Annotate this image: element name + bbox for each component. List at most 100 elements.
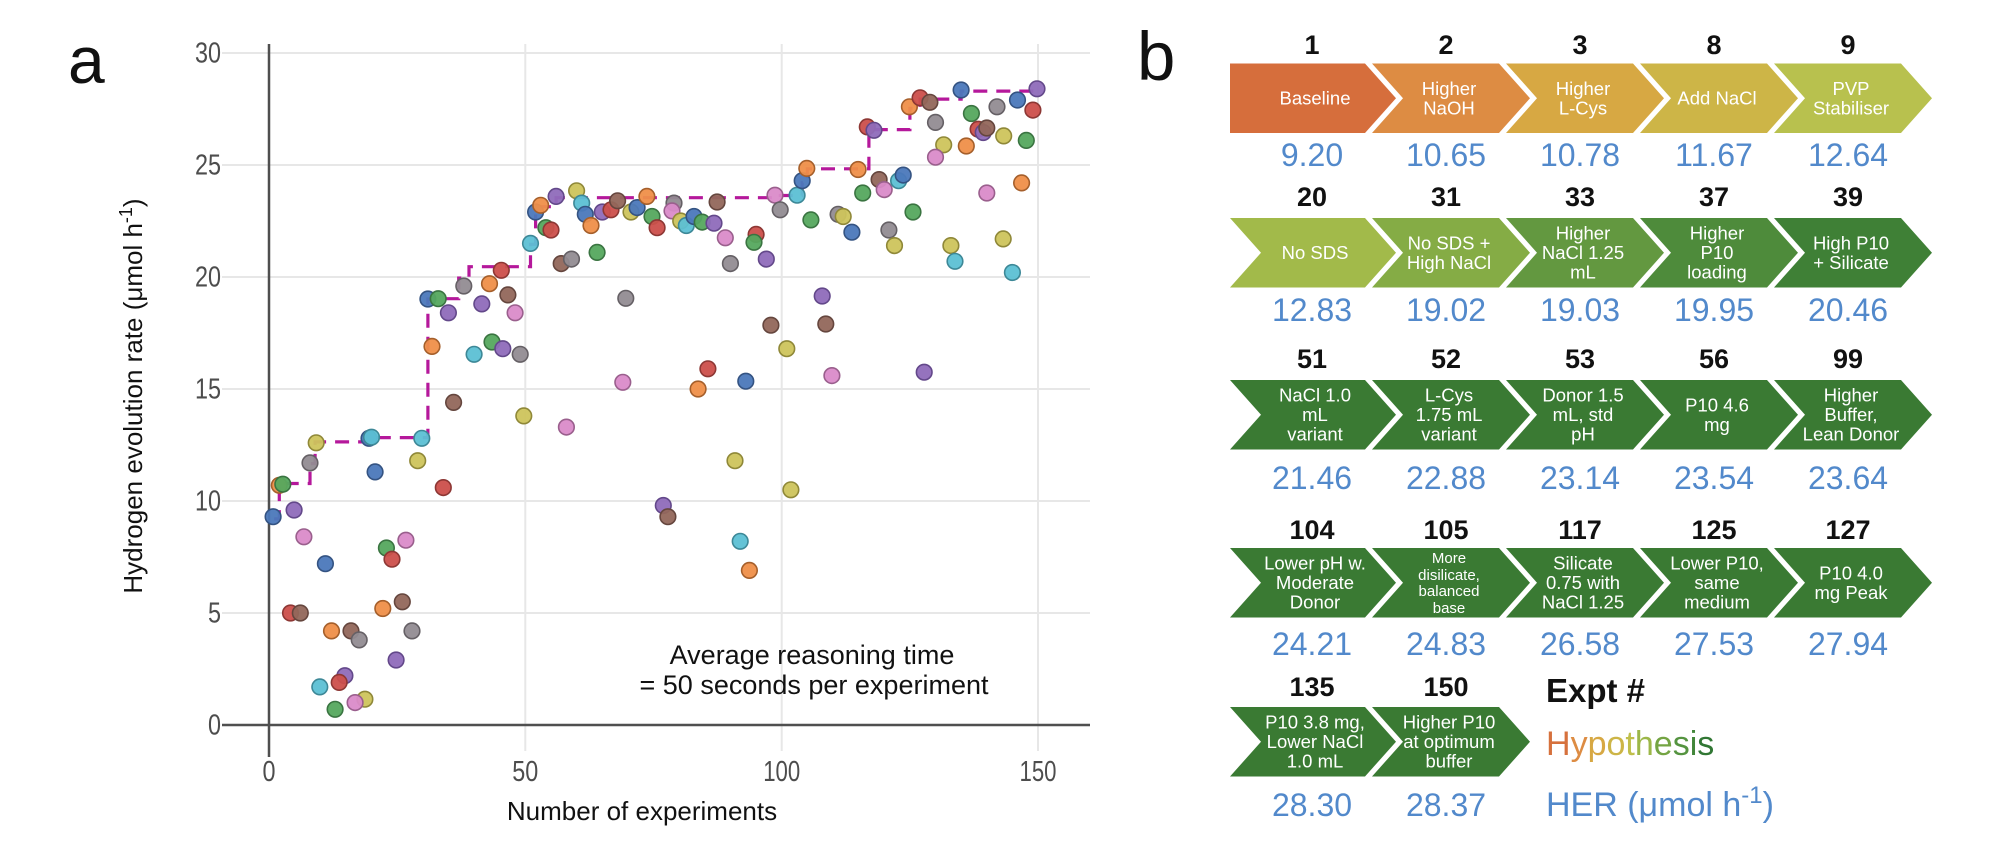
svg-text:11.67: 11.67 xyxy=(1675,137,1753,173)
svg-text:Higher: Higher xyxy=(1690,223,1745,244)
svg-text:Add NaCl: Add NaCl xyxy=(1677,88,1756,109)
svg-text:25: 25 xyxy=(195,150,221,182)
svg-text:= 50 seconds per experiment: = 50 seconds per experiment xyxy=(640,670,989,700)
svg-text:20: 20 xyxy=(195,262,221,294)
svg-text:105: 105 xyxy=(1423,515,1468,545)
svg-text:variant: variant xyxy=(1287,424,1343,445)
svg-text:loading: loading xyxy=(1687,262,1747,283)
svg-text:2: 2 xyxy=(1438,30,1453,60)
svg-text:Hydrogen evolution rate (μmol: Hydrogen evolution rate (μmol h-1) xyxy=(116,198,148,593)
svg-text:125: 125 xyxy=(1691,515,1736,545)
svg-text:127: 127 xyxy=(1825,515,1870,545)
svg-text:28.30: 28.30 xyxy=(1272,787,1352,823)
svg-text:23.54: 23.54 xyxy=(1674,460,1754,496)
svg-text:135: 135 xyxy=(1289,672,1334,702)
svg-text:Lower pH w.: Lower pH w. xyxy=(1264,553,1366,574)
svg-text:12.64: 12.64 xyxy=(1808,137,1888,173)
svg-text:P10 3.8 mg,: P10 3.8 mg, xyxy=(1265,712,1365,733)
svg-text:33: 33 xyxy=(1565,182,1595,212)
svg-text:at optimum: at optimum xyxy=(1403,731,1495,752)
svg-text:117: 117 xyxy=(1558,515,1602,545)
svg-text:P10 4.0: P10 4.0 xyxy=(1819,563,1883,584)
svg-text:Buffer,: Buffer, xyxy=(1824,404,1877,425)
svg-text:Donor 1.5: Donor 1.5 xyxy=(1542,385,1623,406)
svg-text:No SDS +: No SDS + xyxy=(1408,233,1491,254)
svg-text:26.58: 26.58 xyxy=(1540,626,1620,662)
svg-text:mL: mL xyxy=(1302,404,1328,425)
svg-text:Lower P10,: Lower P10, xyxy=(1670,553,1764,574)
svg-text:12.83: 12.83 xyxy=(1272,292,1352,328)
svg-text:medium: medium xyxy=(1684,592,1750,613)
svg-text:10.65: 10.65 xyxy=(1406,137,1486,173)
svg-text:More: More xyxy=(1432,550,1466,567)
svg-text:Average reasoning time: Average reasoning time xyxy=(670,640,955,670)
svg-text:39: 39 xyxy=(1833,182,1863,212)
svg-text:5: 5 xyxy=(208,598,221,630)
svg-text:Higher: Higher xyxy=(1556,223,1611,244)
svg-text:24.83: 24.83 xyxy=(1406,626,1486,662)
svg-text:1.0 mL: 1.0 mL xyxy=(1287,751,1344,772)
svg-text:1: 1 xyxy=(1304,30,1319,60)
svg-text:23.14: 23.14 xyxy=(1540,460,1620,496)
svg-text:27.53: 27.53 xyxy=(1674,626,1754,662)
svg-text:mg Peak: mg Peak xyxy=(1814,582,1888,603)
svg-text:balanced: balanced xyxy=(1419,583,1480,600)
svg-text:21.46: 21.46 xyxy=(1272,460,1352,496)
svg-text:28.37: 28.37 xyxy=(1406,787,1486,823)
svg-text:56: 56 xyxy=(1699,344,1729,374)
svg-text:Lean Donor: Lean Donor xyxy=(1803,424,1900,445)
svg-text:0: 0 xyxy=(208,710,221,742)
svg-text:150: 150 xyxy=(1423,672,1468,702)
svg-text:Hypothesis: Hypothesis xyxy=(1546,725,1714,763)
svg-text:Higher: Higher xyxy=(1422,78,1477,99)
svg-text:19.95: 19.95 xyxy=(1674,292,1754,328)
svg-text:disilicate,: disilicate, xyxy=(1418,567,1480,584)
svg-text:b: b xyxy=(1137,18,1175,95)
svg-text:53: 53 xyxy=(1565,344,1595,374)
svg-text:Higher: Higher xyxy=(1824,385,1879,406)
svg-text:19.03: 19.03 xyxy=(1540,292,1620,328)
svg-text:Expt #: Expt # xyxy=(1546,672,1645,709)
svg-text:37: 37 xyxy=(1699,182,1729,212)
svg-text:10: 10 xyxy=(195,486,221,518)
svg-text:mL, std: mL, std xyxy=(1553,404,1614,425)
svg-text:same: same xyxy=(1694,572,1739,593)
svg-text:Higher: Higher xyxy=(1556,78,1611,99)
svg-text:Number of experiments: Number of experiments xyxy=(507,796,777,826)
svg-text:20: 20 xyxy=(1297,182,1327,212)
svg-text:a: a xyxy=(68,23,105,97)
svg-text:0.75 with: 0.75 with xyxy=(1546,572,1620,593)
svg-text:10.78: 10.78 xyxy=(1540,137,1620,173)
svg-text:27.94: 27.94 xyxy=(1808,626,1888,662)
svg-text:19.02: 19.02 xyxy=(1406,292,1486,328)
svg-text:24.21: 24.21 xyxy=(1272,626,1352,662)
svg-text:15: 15 xyxy=(195,374,221,406)
svg-text:variant: variant xyxy=(1421,424,1477,445)
svg-text:99: 99 xyxy=(1833,344,1863,374)
svg-text:9.20: 9.20 xyxy=(1281,137,1343,173)
svg-text:Moderate: Moderate xyxy=(1276,572,1354,593)
svg-text:52: 52 xyxy=(1431,344,1461,374)
svg-text:NaCl 1.25: NaCl 1.25 xyxy=(1542,592,1624,613)
svg-text:NaCl 1.25: NaCl 1.25 xyxy=(1542,242,1624,263)
svg-text:8: 8 xyxy=(1706,30,1721,60)
svg-text:Stabiliser: Stabiliser xyxy=(1813,98,1889,119)
svg-text:base: base xyxy=(1433,600,1466,617)
svg-text:buffer: buffer xyxy=(1426,751,1473,772)
svg-text:50: 50 xyxy=(512,756,538,788)
svg-text:HER (μmol h-1): HER (μmol h-1) xyxy=(1546,782,1774,825)
svg-text:Baseline: Baseline xyxy=(1280,88,1351,109)
svg-text:No SDS: No SDS xyxy=(1282,242,1349,263)
svg-text:NaOH: NaOH xyxy=(1423,98,1474,119)
svg-text:Donor: Donor xyxy=(1290,592,1340,613)
svg-text:mg: mg xyxy=(1704,414,1730,435)
svg-text:Silicate: Silicate xyxy=(1553,553,1613,574)
svg-text:20.46: 20.46 xyxy=(1808,292,1888,328)
svg-text:31: 31 xyxy=(1431,182,1461,212)
svg-text:L-Cys: L-Cys xyxy=(1425,385,1473,406)
svg-text:100: 100 xyxy=(763,756,800,788)
svg-text:L-Cys: L-Cys xyxy=(1559,98,1607,119)
svg-text:0: 0 xyxy=(263,756,276,788)
svg-text:1.75 mL: 1.75 mL xyxy=(1416,404,1483,425)
svg-text:30: 30 xyxy=(195,38,221,70)
